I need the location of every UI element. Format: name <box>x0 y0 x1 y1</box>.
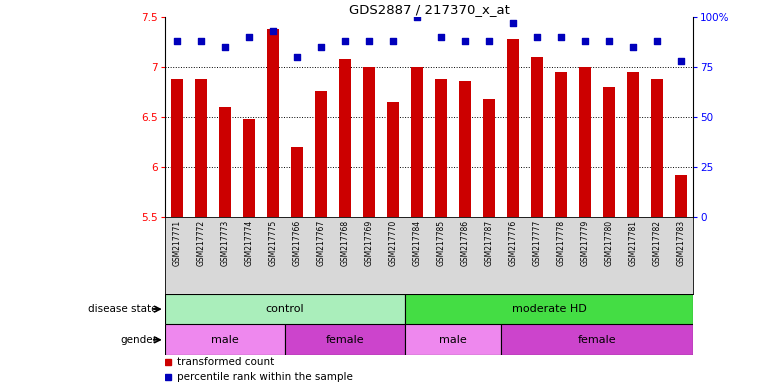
Point <box>315 44 327 50</box>
Point <box>243 34 255 40</box>
Text: gender: gender <box>120 335 157 345</box>
Point <box>555 34 567 40</box>
Bar <box>171 79 183 217</box>
Bar <box>267 29 279 217</box>
Point <box>531 34 543 40</box>
Text: control: control <box>266 304 304 314</box>
Bar <box>405 324 501 355</box>
Text: GSM217771: GSM217771 <box>172 220 182 266</box>
Text: GSM217768: GSM217768 <box>340 220 349 266</box>
Bar <box>195 79 207 217</box>
Point <box>195 38 207 44</box>
Text: GSM217776: GSM217776 <box>509 220 518 266</box>
Bar <box>405 294 693 324</box>
Point <box>218 44 231 50</box>
Bar <box>507 39 519 217</box>
Bar <box>603 87 615 217</box>
Text: disease state: disease state <box>87 304 157 314</box>
Bar <box>165 324 285 355</box>
Bar <box>675 175 687 217</box>
Text: transformed count: transformed count <box>177 358 274 367</box>
Point <box>387 38 399 44</box>
Point <box>651 38 663 44</box>
Point <box>507 20 519 26</box>
Bar <box>315 91 327 217</box>
Text: female: female <box>578 335 617 345</box>
Point <box>267 28 279 34</box>
Text: GSM217787: GSM217787 <box>485 220 493 266</box>
Bar <box>501 324 693 355</box>
Point <box>291 54 303 60</box>
Point <box>459 38 471 44</box>
Point <box>435 34 447 40</box>
Bar <box>387 102 399 217</box>
Text: GSM217773: GSM217773 <box>221 220 229 266</box>
Point <box>171 38 183 44</box>
Text: GSM217783: GSM217783 <box>676 220 686 266</box>
Bar <box>531 57 543 217</box>
Point <box>675 58 687 64</box>
Text: GSM217769: GSM217769 <box>365 220 373 266</box>
Point <box>339 38 351 44</box>
Text: GSM217774: GSM217774 <box>244 220 254 266</box>
Text: GSM217767: GSM217767 <box>316 220 326 266</box>
Bar <box>219 107 231 217</box>
Title: GDS2887 / 217370_x_at: GDS2887 / 217370_x_at <box>349 3 509 16</box>
Bar <box>339 59 351 217</box>
Text: moderate HD: moderate HD <box>512 304 587 314</box>
Bar <box>651 79 663 217</box>
Text: GSM217785: GSM217785 <box>437 220 446 266</box>
Text: GSM217781: GSM217781 <box>629 220 637 266</box>
Bar <box>243 119 255 217</box>
Point <box>627 44 640 50</box>
Bar <box>165 294 405 324</box>
Text: GSM217775: GSM217775 <box>268 220 277 266</box>
Bar <box>411 67 423 217</box>
Bar <box>435 79 447 217</box>
Point <box>579 38 591 44</box>
Text: GSM217782: GSM217782 <box>653 220 662 266</box>
Text: percentile rank within the sample: percentile rank within the sample <box>177 372 352 382</box>
Text: female: female <box>326 335 364 345</box>
Text: GSM217777: GSM217777 <box>532 220 542 266</box>
Text: male: male <box>439 335 466 345</box>
Text: GSM217779: GSM217779 <box>581 220 590 266</box>
Bar <box>555 72 567 217</box>
Text: GSM217786: GSM217786 <box>460 220 470 266</box>
Bar <box>363 67 375 217</box>
Point <box>483 38 495 44</box>
Text: GSM217778: GSM217778 <box>557 220 565 266</box>
Text: GSM217780: GSM217780 <box>604 220 614 266</box>
Text: GSM217772: GSM217772 <box>196 220 205 266</box>
Bar <box>627 72 639 217</box>
Point <box>363 38 375 44</box>
Bar <box>285 324 405 355</box>
Bar <box>291 147 303 217</box>
Bar <box>483 99 495 217</box>
Bar <box>579 67 591 217</box>
Text: GSM217784: GSM217784 <box>412 220 421 266</box>
Bar <box>459 81 471 217</box>
Text: GSM217770: GSM217770 <box>388 220 398 266</box>
Point <box>411 14 423 20</box>
Text: male: male <box>211 335 239 345</box>
Text: GSM217766: GSM217766 <box>293 220 301 266</box>
Point <box>603 38 615 44</box>
